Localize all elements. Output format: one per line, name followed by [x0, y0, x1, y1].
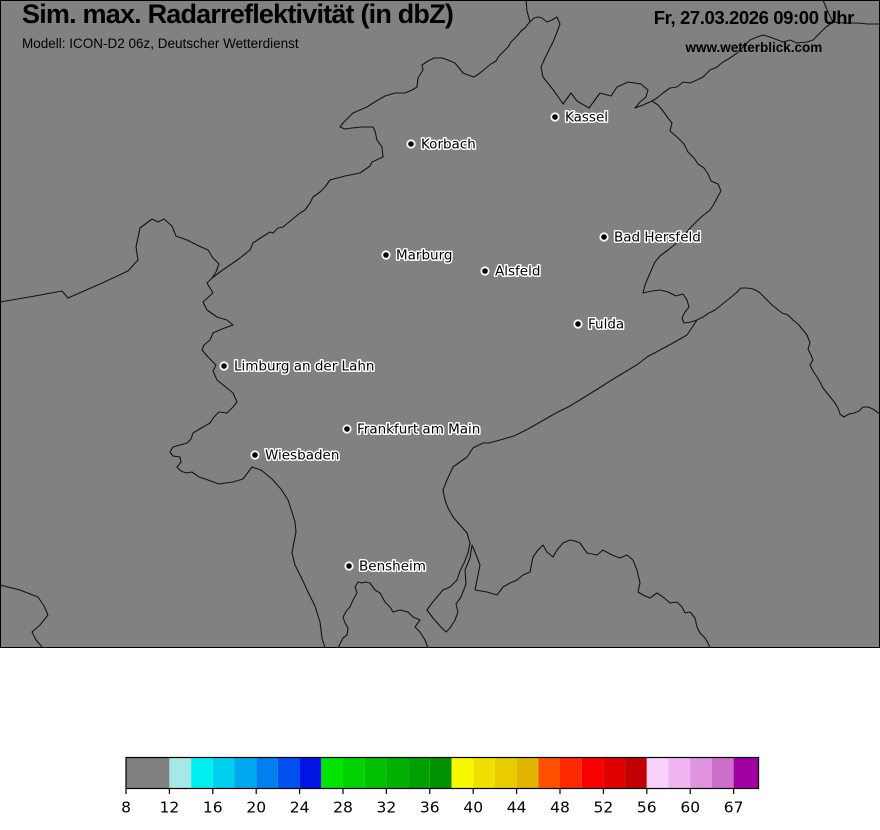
- legend-color-segment: [625, 757, 647, 789]
- city-dot: [344, 426, 350, 432]
- title-block: Sim. max. Radarreflektivität (in dbZ) Mo…: [22, 0, 854, 55]
- state-border-path: [169, 16, 722, 648]
- legend-color-segment: [473, 757, 495, 789]
- city-dot: [221, 363, 227, 369]
- legend-color-segment: [494, 757, 517, 789]
- city-marker: Wiesbaden: [250, 446, 341, 465]
- legend-tick-label: 12: [160, 799, 180, 817]
- city-label: Wiesbaden: [265, 448, 339, 464]
- city-label: Bad Hersfeld: [614, 230, 701, 246]
- legend-tick-label: 36: [420, 799, 440, 817]
- legend-color-segment: [668, 757, 691, 789]
- page-title: Sim. max. Radarreflektivität (in dbZ): [22, 0, 454, 29]
- city-label: Frankfurt am Main: [357, 422, 480, 438]
- state-border-path: [0, 584, 49, 648]
- color-scale-legend: 8 12 16 20 24 28 32 36 40 44 48 52 56 60 67: [121, 756, 760, 817]
- legend-color-segment: [429, 757, 452, 789]
- state-border-path: [0, 218, 220, 303]
- city-label: Bensheim: [359, 559, 426, 575]
- city-label: Fulda: [588, 317, 624, 333]
- title-left-column: Sim. max. Radarreflektivität (in dbZ) Mo…: [22, 0, 454, 52]
- legend-color-segment: [451, 757, 474, 789]
- legend-tick-label: 32: [377, 799, 397, 817]
- city-label: Korbach: [421, 137, 476, 153]
- legend-color-segment: [126, 757, 170, 789]
- city-label: Limburg an der Lahn: [234, 359, 374, 375]
- state-border-path: [696, 287, 880, 418]
- city-label: Kassel: [565, 110, 608, 126]
- legend-tick-label: 60: [680, 799, 700, 817]
- map-layers: Kassel Korbach Bad Hersfeld Marburg Alsfeld F…: [0, 0, 880, 648]
- legend-color-segment: [560, 757, 582, 789]
- city-dot: [252, 452, 258, 458]
- legend-color-segment: [321, 757, 343, 789]
- city-marker: Marburg: [381, 246, 454, 265]
- state-border-path: [337, 581, 429, 648]
- legend-color-segment: [386, 757, 409, 789]
- legend-tick-label: 56: [637, 799, 657, 817]
- city-dot: [482, 268, 488, 274]
- model-info: Modell: ICON-D2 06z, Deutscher Wetterdie…: [22, 36, 299, 52]
- legend-color-segment: [234, 757, 257, 789]
- legend-color-segment: [690, 757, 712, 789]
- city-marker: Fulda: [573, 315, 626, 334]
- forecast-datetime: Fr, 27.03.2026 09:00 Uhr: [653, 7, 855, 28]
- city-dot: [408, 141, 414, 147]
- city-marker: Frankfurt am Main: [342, 420, 482, 439]
- legend-tick-label: 40: [463, 799, 483, 817]
- legend-tick-label: 48: [550, 799, 570, 817]
- city-dot: [552, 114, 558, 120]
- legend-tick-label: 52: [594, 799, 614, 817]
- city-marker: Alsfeld: [480, 262, 542, 281]
- legend-color-segment: [581, 757, 604, 789]
- legend-color-segment: [408, 757, 430, 789]
- city-label: Marburg: [396, 248, 452, 264]
- legend-bar-outline: [125, 756, 760, 790]
- legend-color-segment: [516, 757, 539, 789]
- city-dot: [575, 321, 581, 327]
- city-marker: Korbach: [406, 135, 477, 154]
- state-border-path: [822, 0, 834, 23]
- website-url: www.wetterblick.com: [685, 40, 823, 55]
- city-dot: [346, 563, 352, 569]
- city-marker: Kassel: [550, 108, 610, 127]
- legend-color-segment: [711, 757, 734, 789]
- city-marker: Limburg an der Lahn: [219, 357, 376, 376]
- legend-color-segment: [169, 757, 192, 789]
- map-background: [0, 0, 880, 648]
- city-dot: [601, 234, 607, 240]
- legend-color-segment: [733, 757, 759, 789]
- legend-tick-label: 28: [333, 799, 353, 817]
- legend-color-segment: [191, 757, 213, 789]
- legend-tick-label: 67: [724, 799, 744, 817]
- state-border-path: [651, 21, 834, 102]
- map: Kassel Korbach Bad Hersfeld Marburg Alsfeld F…: [0, 0, 880, 648]
- city-label: Alsfeld: [495, 264, 540, 280]
- title-right-column: Fr, 27.03.2026 09:00 Uhr www.wetterblick…: [653, 7, 855, 55]
- legend-tick-label: 16: [203, 799, 223, 817]
- legend-tick-label: 8: [121, 799, 131, 817]
- state-border-path: [832, 21, 880, 25]
- legend-layers: 8 12 16 20 24 28 32 36 40 44 48 52 56 60 67: [121, 756, 760, 817]
- city-dot: [383, 252, 389, 258]
- legend-color-segment: [299, 757, 322, 789]
- legend-tick-label: 24: [290, 799, 310, 817]
- legend-color-segment: [646, 757, 669, 789]
- legend-tick-label: 20: [246, 799, 266, 817]
- state-border-path: [525, 0, 531, 23]
- legend-tick-label: 44: [507, 799, 527, 817]
- legend-color-segment: [538, 757, 560, 789]
- legend-color-segment: [364, 757, 387, 789]
- legend-color-segment: [256, 757, 278, 789]
- legend-color-segment: [277, 757, 300, 789]
- legend-color-segment: [603, 757, 626, 789]
- city-marker: Bensheim: [344, 557, 427, 576]
- legend-color-segment: [212, 757, 235, 789]
- city-marker: Bad Hersfeld: [599, 228, 702, 247]
- legend-color-segment: [343, 757, 365, 789]
